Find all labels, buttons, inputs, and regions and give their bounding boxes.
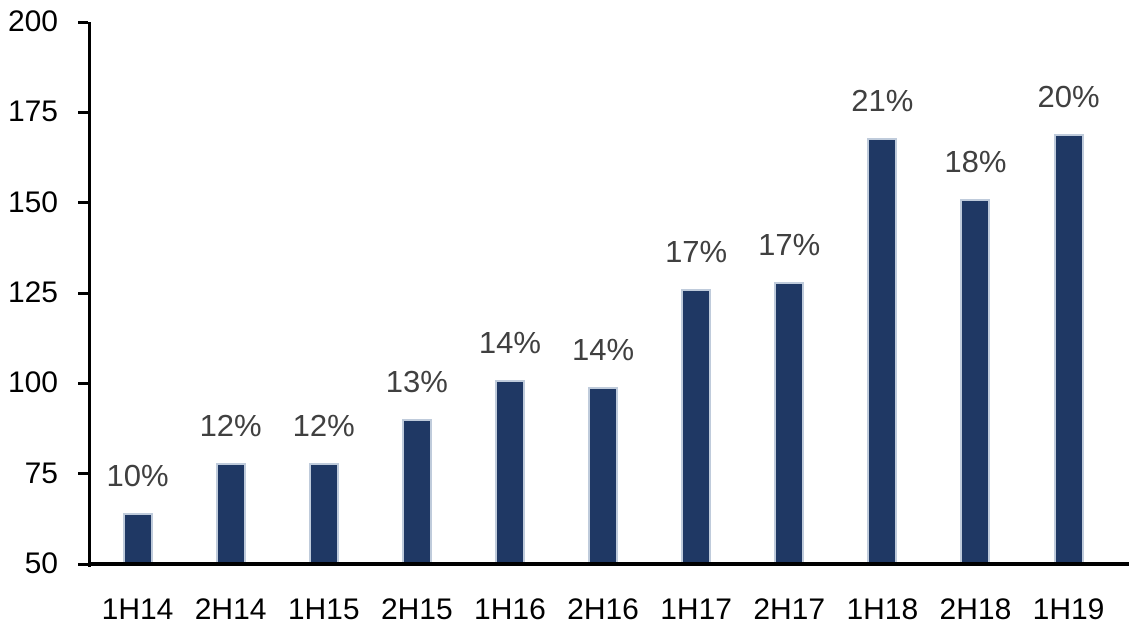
bar-value-label: 18% <box>944 144 1007 180</box>
bar <box>122 513 153 564</box>
y-tick-label: 150 <box>7 185 58 219</box>
x-axis-label: 2H14 <box>194 593 267 626</box>
bar <box>867 137 898 564</box>
y-tick-mark <box>78 562 88 566</box>
x-axis-label: 1H19 <box>1032 593 1105 626</box>
bar-value-label: 17% <box>665 234 728 270</box>
bar-value-label: 14% <box>571 331 635 367</box>
bar-value-label: 21% <box>851 82 914 118</box>
bar <box>774 282 805 564</box>
bar <box>681 289 712 564</box>
plot-area: 50 75 100 125 150 175 200 10% 1H14 12% 2H14 12% 1H15… <box>8 6 1129 626</box>
x-axis-line <box>88 562 1129 566</box>
x-axis-label: 1H16 <box>474 593 546 626</box>
x-axis-label: 1H15 <box>287 593 360 626</box>
bar <box>401 419 432 564</box>
bar <box>215 462 246 564</box>
bar-value-label: 17% <box>758 227 821 263</box>
bar <box>494 379 525 564</box>
bar-value-label: 10% <box>106 458 169 494</box>
y-tick-label: 75 <box>24 456 58 490</box>
bar <box>308 462 339 564</box>
y-tick-mark <box>78 20 88 24</box>
bar-value-label: 20% <box>1037 79 1100 114</box>
y-tick-label: 50 <box>24 547 58 580</box>
bar <box>960 199 991 564</box>
bar-value-label: 12% <box>292 407 355 443</box>
y-tick-mark <box>78 291 88 295</box>
x-axis-label: 2H15 <box>380 593 453 626</box>
bar-value-label: 12% <box>199 407 262 443</box>
y-tick-mark <box>78 110 88 114</box>
x-axis-label: 1H17 <box>660 593 732 626</box>
x-axis-label: 1H18 <box>846 593 919 626</box>
bar-value-label: 14% <box>478 324 541 360</box>
y-tick-mark <box>78 201 88 205</box>
x-axis-label: 2H17 <box>753 593 826 626</box>
x-axis-label: 1H14 <box>101 593 174 626</box>
y-tick-mark <box>78 381 88 385</box>
y-tick-label: 100 <box>7 366 58 400</box>
bar <box>588 386 618 564</box>
x-axis-label: 2H18 <box>939 593 1012 626</box>
y-tick-label: 175 <box>7 95 58 129</box>
x-axis-label: 2H16 <box>567 593 639 626</box>
y-axis-line <box>88 22 91 567</box>
y-tick-label: 125 <box>7 276 58 309</box>
y-tick-label: 200 <box>7 5 58 38</box>
bar-value-label: 13% <box>385 364 448 400</box>
bar <box>1053 134 1084 564</box>
y-tick-mark <box>78 472 88 476</box>
